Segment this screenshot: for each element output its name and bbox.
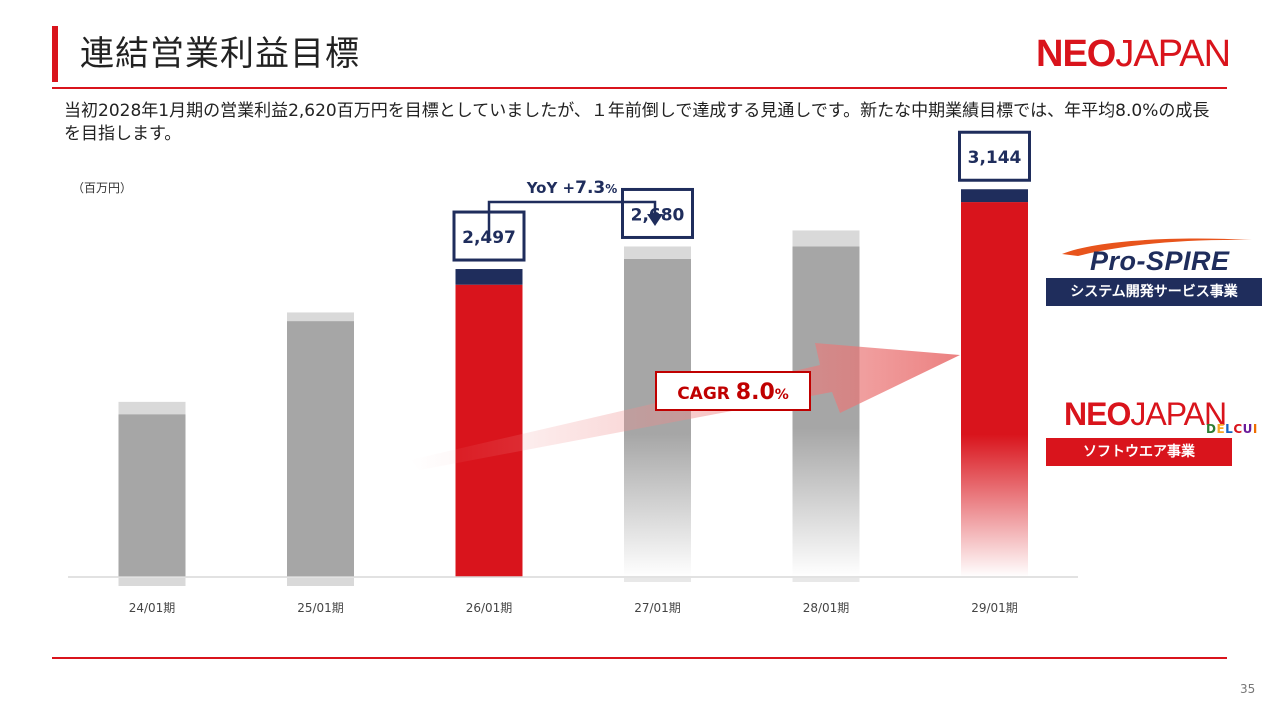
prospire-logo: Pro-SPIRE (1056, 236, 1252, 278)
bar-base-shadow-3 (624, 578, 691, 582)
logo-regular-text: JAPAN (1115, 33, 1231, 75)
neojapan-legend-logo: NEOJAPAN (1064, 396, 1227, 432)
cagr-box (655, 371, 811, 411)
x-tick-label: 28/01期 (803, 601, 850, 615)
x-tick-label: 29/01期 (971, 601, 1018, 615)
x-tick-label: 24/01期 (129, 601, 176, 615)
cagr-prefix: CAGR (677, 384, 736, 404)
labels-layer: 24/01期 25/01期 26/01期 27/01期 28/01期 29/01期 (129, 601, 1018, 615)
prospire-logo-text: Pro-SPIRE (1090, 246, 1230, 276)
cagr-value: 8.0 (736, 380, 775, 405)
yoy-arrowhead (647, 214, 663, 226)
footer-rule (52, 657, 1227, 659)
bar-software-2 (455, 284, 523, 577)
yoy-prefix: YoY + (526, 179, 575, 197)
delcui-letter: L (1225, 422, 1234, 436)
total-callout-value-5: 3,144 (968, 148, 1022, 168)
delcui-letter: D (1206, 422, 1217, 436)
delcui-logo: DELCUI (1206, 422, 1258, 436)
bar-system-dev-5 (961, 189, 1028, 203)
yoy-label: YoY +7.3% (526, 178, 618, 198)
logo-bold-text: NEO (1036, 33, 1116, 75)
delcui-letters: DELCUI (1206, 422, 1258, 436)
yoy-suffix: % (605, 182, 617, 196)
cagr-label: CAGR 8.0% (677, 380, 789, 405)
total-callout-box-3 (621, 187, 694, 239)
unit-label: （百万円） (72, 181, 132, 195)
description-text: 当初2028年1月期の営業利益2,620百万円を目標としていましたが、１年前倒し… (64, 101, 1210, 144)
x-tick-label: 27/01期 (634, 601, 681, 615)
x-tick-label: 26/01期 (466, 601, 513, 615)
bar-base-shadow-4 (792, 578, 860, 582)
bar-system-dev-2 (455, 269, 523, 285)
bar-system-dev-3 (624, 246, 691, 259)
yoy-value: 7.3 (575, 178, 605, 198)
delcui-letter: E (1216, 422, 1226, 436)
bar-system-dev-0 (118, 401, 186, 415)
bar-system-dev-4 (792, 230, 860, 247)
cagr-suffix: % (775, 387, 789, 403)
legend-prospire: Pro-SPIRE システム開発サービス事業 (1046, 236, 1262, 308)
legend-label-neojapan: ソフトウエア事業 (1046, 438, 1232, 466)
bar-base-shadow-0 (118, 578, 186, 586)
total-callout-box-5 (958, 130, 1031, 182)
nj-logo-regular: JAPAN (1130, 396, 1227, 432)
page-title: 連結営業利益目標 (80, 34, 360, 74)
page-number: 35 (1240, 682, 1256, 696)
nj-logo-bold: NEO (1064, 396, 1131, 432)
bar-software-5 (961, 202, 1028, 578)
yoy-connector (487, 200, 657, 241)
delcui-letter: I (1252, 422, 1258, 436)
legend-neojapan: NEOJAPAN DELCUI ソフトウエア事業 (1046, 396, 1262, 468)
bar-system-dev-1 (287, 312, 354, 322)
legend-label-prospire: システム開発サービス事業 (1046, 278, 1262, 306)
delcui-letter: U (1242, 422, 1253, 436)
bar-software-4 (792, 246, 860, 577)
x-tick-label: 25/01期 (297, 601, 344, 615)
delcui-letter: C (1233, 422, 1243, 436)
prospire-swoosh-icon (1062, 238, 1252, 256)
bar-software-0 (118, 414, 186, 577)
neojapan-logo: NEOJAPAN (1036, 32, 1231, 76)
bar-base-shadow-1 (287, 578, 354, 586)
bar-software-1 (287, 321, 354, 577)
title-accent-bar (52, 26, 58, 82)
header-rule (52, 87, 1227, 89)
